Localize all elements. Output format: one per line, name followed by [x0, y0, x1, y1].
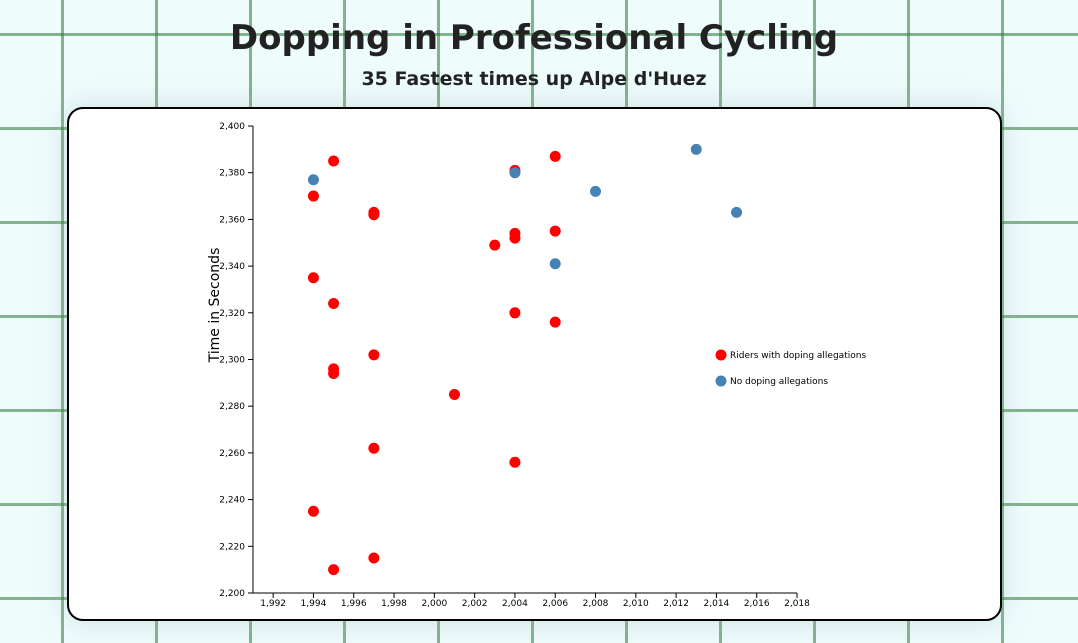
y-tick-label: 2,320 — [219, 309, 245, 319]
doping-data-point[interactable] — [549, 225, 561, 237]
chart-panel — [67, 107, 1002, 621]
y-tick-label: 2,220 — [219, 542, 245, 552]
clean-data-point[interactable] — [509, 167, 521, 179]
y-tick-label: 2,240 — [219, 496, 245, 506]
doping-data-point[interactable] — [328, 155, 340, 167]
x-tick-label: 1,996 — [341, 599, 367, 609]
doping-data-point[interactable] — [549, 316, 561, 328]
x-tick-label: 2,010 — [623, 599, 649, 609]
page-subtitle: 35 Fastest times up Alpe d'Huez — [361, 68, 707, 90]
x-tick-label: 2,004 — [502, 599, 528, 609]
y-tick-label: 2,400 — [219, 122, 245, 132]
legend-swatch — [715, 349, 727, 361]
x-tick-label: 2,014 — [704, 599, 730, 609]
x-tick-label: 2,016 — [744, 599, 770, 609]
x-tick-label: 2,008 — [583, 599, 609, 609]
y-axis-label: Time in Seconds — [207, 248, 223, 364]
legend: Riders with doping allegations No doping … — [715, 349, 866, 387]
doping-data-point[interactable] — [509, 307, 521, 319]
clean-data-point[interactable] — [690, 143, 702, 155]
x-tick-label: 1,994 — [301, 599, 327, 609]
doping-data-point[interactable] — [307, 505, 319, 517]
clean-data-point[interactable] — [307, 174, 319, 186]
doping-data-point[interactable] — [489, 239, 501, 251]
doping-data-point[interactable] — [368, 442, 380, 454]
y-tick-label: 2,300 — [219, 356, 245, 366]
doping-data-point[interactable] — [368, 349, 380, 361]
doping-data-point[interactable] — [328, 363, 340, 375]
y-axis: 2,200 2,220 2,240 2,260 2,280 2,300 2,320 2,340… — [219, 122, 254, 599]
legend-label: Riders with doping allegations — [730, 351, 866, 361]
doping-data-point[interactable] — [448, 389, 460, 401]
doping-data-point[interactable] — [307, 190, 319, 202]
doping-data-point[interactable] — [368, 206, 380, 218]
x-tick-label: 2,006 — [542, 599, 568, 609]
y-tick-label: 2,380 — [219, 169, 245, 179]
doping-data-point[interactable] — [328, 564, 340, 576]
y-tick-label: 2,200 — [219, 589, 245, 599]
x-axis: 1,992 1,994 1,996 1,998 2,000 2,002 2,004 2,006… — [253, 592, 810, 609]
y-tick-label: 2,360 — [219, 215, 245, 225]
clean-data-point[interactable] — [731, 206, 743, 218]
x-tick-label: 1,998 — [381, 599, 407, 609]
page-title: Dopping in Professional Cycling — [229, 18, 839, 58]
clean-data-point[interactable] — [590, 185, 602, 197]
x-tick-label: 2,002 — [462, 599, 488, 609]
x-tick-label: 2,018 — [784, 599, 810, 609]
clean-data-point[interactable] — [549, 258, 561, 270]
doping-data-point[interactable] — [368, 552, 380, 564]
y-tick-label: 2,260 — [219, 449, 245, 459]
y-tick-label: 2,340 — [219, 262, 245, 272]
doping-data-point[interactable] — [509, 227, 521, 239]
x-tick-label: 2,000 — [421, 599, 447, 609]
doping-data-point[interactable] — [328, 297, 340, 309]
legend-label: No doping allegations — [730, 377, 828, 387]
x-tick-label: 1,992 — [260, 599, 286, 609]
doping-data-point[interactable] — [307, 272, 319, 284]
legend-swatch — [715, 375, 727, 387]
data-points — [307, 143, 743, 576]
x-tick-label: 2,012 — [663, 599, 689, 609]
y-tick-label: 2,280 — [219, 402, 245, 412]
doping-data-point[interactable] — [509, 456, 521, 468]
doping-data-point[interactable] — [549, 150, 561, 162]
